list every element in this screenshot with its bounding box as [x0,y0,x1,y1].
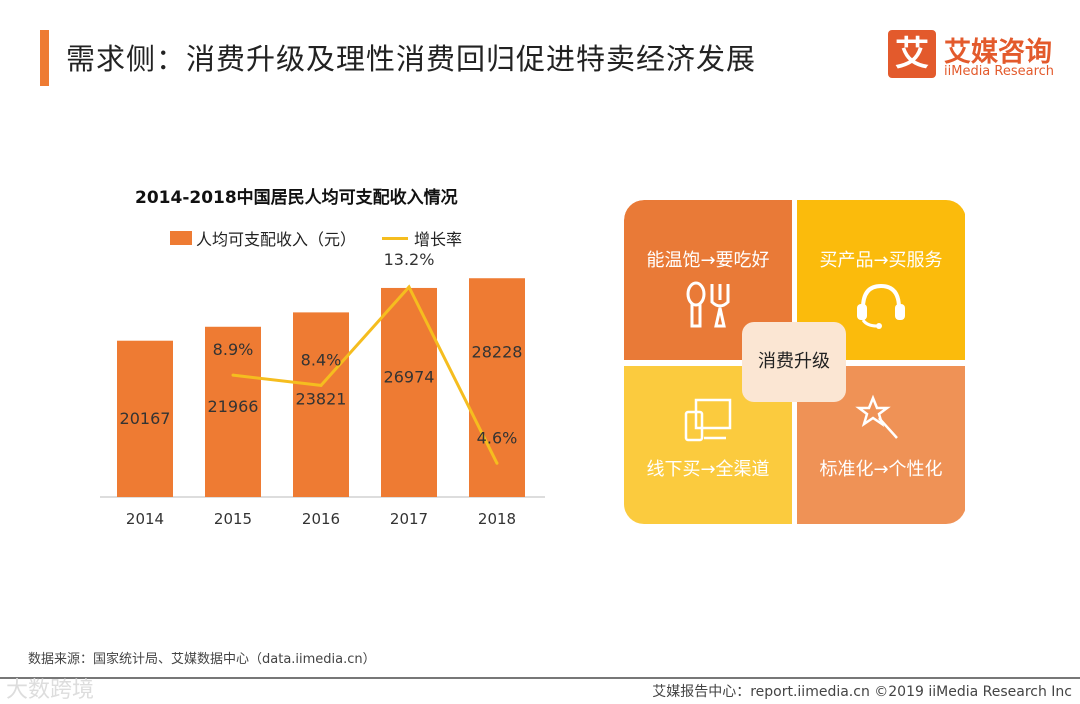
bar-value-label: 28228 [472,343,523,362]
logo-subtext: iiMedia Research [944,64,1055,79]
x-tick-label: 2017 [390,510,428,528]
chart-legend: 人均可支配收入（元） 增长率 [170,226,462,250]
quadrant-channel: 线下买→全渠道 [624,366,792,524]
growth-label: 8.9% [213,340,254,359]
growth-point [407,285,411,289]
legend-bar-swatch [170,231,192,245]
footer-report: 艾媒报告中心：report.iimedia.cn ©2019 iiMedia R… [652,684,1072,700]
data-source: 数据来源：国家统计局、艾媒数据中心（data.iimedia.cn） [28,652,376,667]
center-label: 消费升级 [742,322,846,402]
income-chart: 20167 2014 21966 2015 23821 2016 26974 2017 2822… [100,250,545,528]
legend-line-label: 增长率 [414,230,463,249]
legend-line-swatch [382,236,409,240]
x-tick-label: 2016 [302,510,340,528]
quadrant-label: 线下买→全渠道 [646,459,770,480]
bar [205,326,261,497]
consumption-upgrade-matrix: 能温饱→要吃好 买产品→买服务 线下买→全渠道 标准化→个性化 消费升级 [624,200,966,524]
growth-point [231,373,235,377]
quadrant-label: 能温饱→要吃好 [646,250,770,271]
chart-title: 2014-2018中国居民人均可支配收入情况 [135,188,458,208]
bar-value-label: 20167 [120,409,171,428]
headset-icon [857,283,905,329]
x-tick-label: 2014 [126,510,164,528]
growth-label: 8.4% [301,350,342,369]
growth-line [232,284,499,464]
growth-point [495,461,499,465]
bar-value-label: 23821 [296,390,347,409]
bar-value-label: 26974 [384,367,435,386]
footer-divider [0,677,1080,679]
quadrant-label: 标准化→个性化 [819,459,943,480]
devices-icon [684,398,732,442]
bar [381,287,437,497]
quadrant-label: 买产品→买服务 [819,250,943,271]
x-tick-label: 2018 [478,510,516,528]
legend-bar-label: 人均可支配收入（元） [196,230,357,249]
page-title: 需求侧：消费升级及理性消费回归促进特卖经济发展 [66,42,757,76]
cutlery-icon [686,281,730,328]
bar [117,340,173,497]
title-accent-bar [40,30,49,86]
bar [293,312,349,497]
magic-wand-icon [855,394,898,439]
quadrant-food: 能温饱→要吃好 [624,200,792,360]
growth-point [319,383,323,387]
logo-text: 艾媒咨询 [944,37,1052,68]
logo-mark: 艾 [888,30,936,78]
growth-label: 4.6% [477,428,518,447]
watermark: 大数跨境 [6,678,95,703]
bar-value-label: 21966 [208,397,259,416]
x-tick-label: 2015 [214,510,252,528]
growth-label: 13.2% [384,250,435,269]
